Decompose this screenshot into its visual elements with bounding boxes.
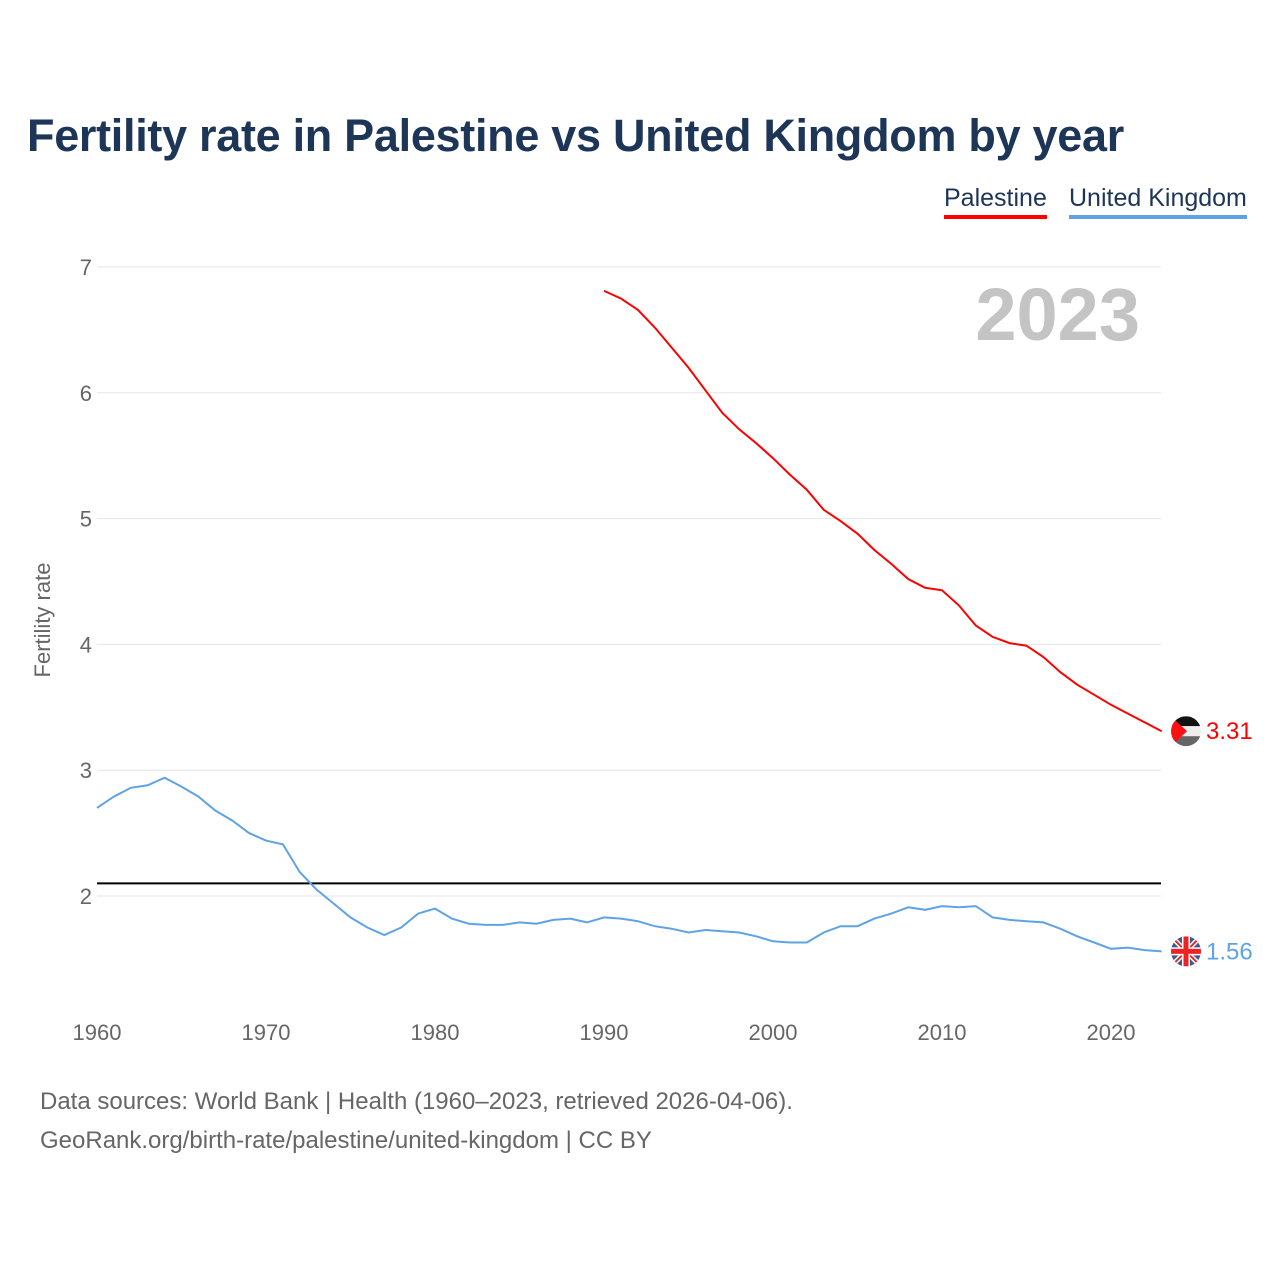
y-tick-label: 7: [80, 255, 92, 280]
end-value-label: 3.31: [1206, 718, 1253, 745]
flag-triangle: [1171, 716, 1187, 747]
uk-flag-icon: [1171, 936, 1201, 967]
palestine-flag-icon: [1171, 716, 1201, 747]
legend-palestine[interactable]: Palestine: [944, 184, 1047, 219]
series-line-united-kingdom: [96, 776, 1162, 953]
year-watermark: 2023: [975, 273, 1140, 356]
flag-body: [1171, 716, 1201, 747]
flag-stripe-grey: [1171, 736, 1201, 747]
series-line-palestine: [603, 289, 1163, 733]
chart-title: Fertility rate in Palestine vs United Ki…: [27, 110, 1124, 161]
x-tick-label: 1960: [73, 1020, 122, 1045]
source-url[interactable]: GeoRank.org/birth-rate/palestine/united-…: [40, 1127, 652, 1154]
y-tick-label: 3: [80, 758, 92, 783]
flag-body: [1171, 936, 1201, 967]
source-text: Data sources: World Bank | Health (1960–…: [40, 1088, 793, 1115]
x-tick-label: 1980: [411, 1020, 460, 1045]
y-tick-label: 4: [80, 632, 92, 657]
y-tick-label: 2: [80, 884, 92, 909]
x-tick-label: 1990: [580, 1020, 629, 1045]
x-tick-label: 2000: [749, 1020, 798, 1045]
flag-stripe-black: [1171, 716, 1201, 727]
y-tick-label: 5: [80, 507, 92, 532]
y-tick-label: 6: [80, 381, 92, 406]
x-tick-label: 2010: [918, 1020, 967, 1045]
x-tick-label: 2020: [1087, 1020, 1136, 1045]
legend-united-kingdom[interactable]: United Kingdom: [1069, 184, 1247, 219]
flag-cross-red: [1183, 936, 1189, 967]
end-value-label: 1.56: [1206, 938, 1253, 965]
y-axis-label: Fertility rate: [30, 563, 55, 678]
x-tick-label: 1970: [242, 1020, 291, 1045]
